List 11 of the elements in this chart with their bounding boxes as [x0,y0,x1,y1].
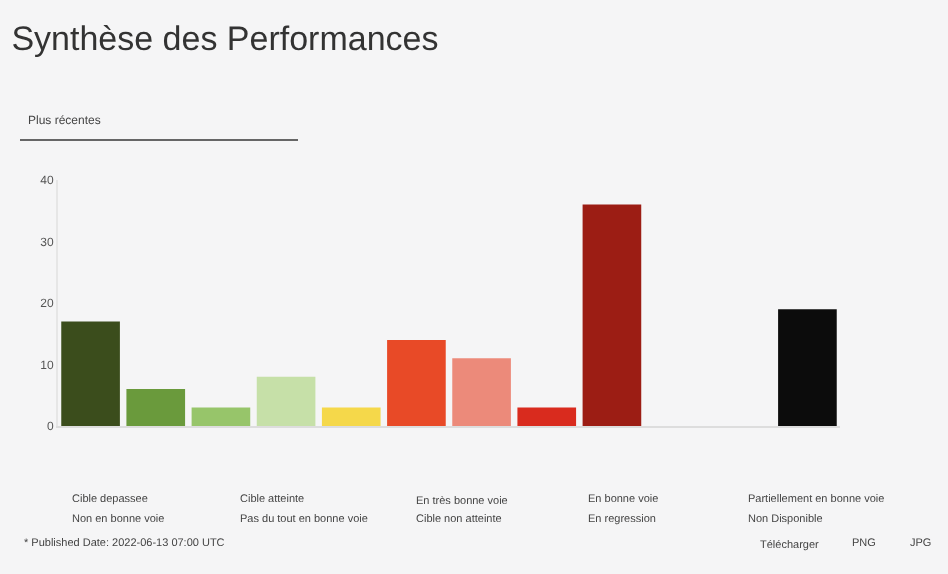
bar [321,407,381,426]
bar [191,407,251,426]
bar [517,407,577,426]
bar [126,389,186,426]
chart-title: Synthèse des Performances [11,19,439,58]
bar [61,321,120,426]
bar [256,376,316,426]
bar [452,358,511,426]
bar [778,309,837,426]
bar [387,339,446,426]
bar [582,204,642,426]
